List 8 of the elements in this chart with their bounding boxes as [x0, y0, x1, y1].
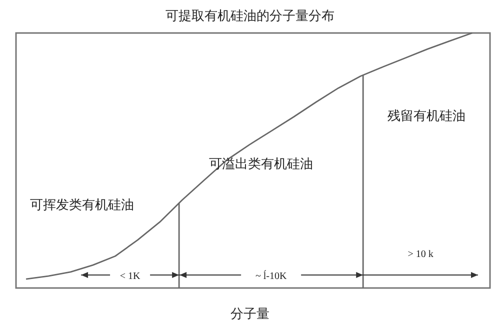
annotation: > 10 k	[408, 249, 434, 260]
annotation: 残留有机硅油	[388, 109, 466, 124]
chart-title: 可提取有机硅油的分子量分布	[166, 9, 334, 24]
annotation: 可挥发类有机硅油	[30, 198, 134, 213]
x-axis-title: 分子量	[230, 307, 270, 322]
annotation: ~ ĺ-10K	[255, 270, 288, 282]
annotation: < 1K	[120, 271, 141, 282]
annotation: 可溢出类有机硅油	[209, 157, 314, 172]
